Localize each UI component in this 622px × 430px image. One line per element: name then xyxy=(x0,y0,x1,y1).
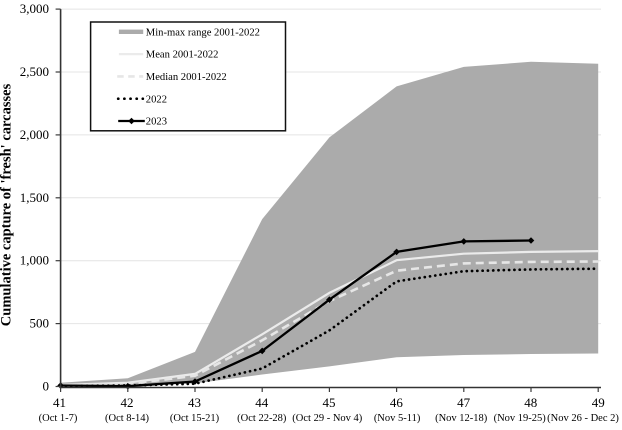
svg-text:44: 44 xyxy=(255,395,269,410)
svg-text:2022: 2022 xyxy=(146,94,167,105)
svg-text:(Oct 1-7): (Oct 1-7) xyxy=(39,413,78,424)
svg-text:500: 500 xyxy=(30,316,50,331)
svg-text:3,000: 3,000 xyxy=(20,1,49,16)
svg-text:2,000: 2,000 xyxy=(20,127,49,142)
svg-text:Min-max range 2001-2022: Min-max range 2001-2022 xyxy=(146,27,260,38)
svg-text:48: 48 xyxy=(524,395,537,410)
svg-text:1,000: 1,000 xyxy=(20,253,49,268)
svg-text:(Oct 15-21): (Oct 15-21) xyxy=(170,413,220,424)
svg-text:(Oct 22-28): (Oct 22-28) xyxy=(237,413,287,424)
svg-text:(Oct 29 - Nov 4): (Oct 29 - Nov 4) xyxy=(292,413,362,424)
svg-text:47: 47 xyxy=(457,395,471,410)
svg-text:42: 42 xyxy=(121,395,134,410)
svg-text:1,500: 1,500 xyxy=(20,190,49,205)
svg-text:43: 43 xyxy=(188,395,201,410)
svg-text:2023: 2023 xyxy=(146,117,167,128)
svg-text:(Nov 12-18): (Nov 12-18) xyxy=(435,413,488,424)
svg-text:(Oct 8-14): (Oct 8-14) xyxy=(105,413,150,424)
svg-text:41: 41 xyxy=(53,395,66,410)
svg-text:(Nov 19-25): (Nov 19-25) xyxy=(494,413,547,424)
svg-text:Mean 2001-2022: Mean 2001-2022 xyxy=(146,50,219,61)
svg-text:49: 49 xyxy=(592,395,605,410)
svg-text:45: 45 xyxy=(323,395,336,410)
svg-text:(Nov 5-11): (Nov 5-11) xyxy=(374,413,421,424)
svg-text:46: 46 xyxy=(390,395,404,410)
svg-text:2,500: 2,500 xyxy=(20,64,49,79)
svg-text:(Nov 26 - Dec 2): (Nov 26 - Dec 2) xyxy=(547,413,619,424)
svg-text:Cumulative capture of 'fresh': Cumulative capture of 'fresh' carcasses xyxy=(0,83,15,326)
svg-text:0: 0 xyxy=(43,379,50,394)
svg-text:Median 2001-2022: Median 2001-2022 xyxy=(146,72,227,83)
